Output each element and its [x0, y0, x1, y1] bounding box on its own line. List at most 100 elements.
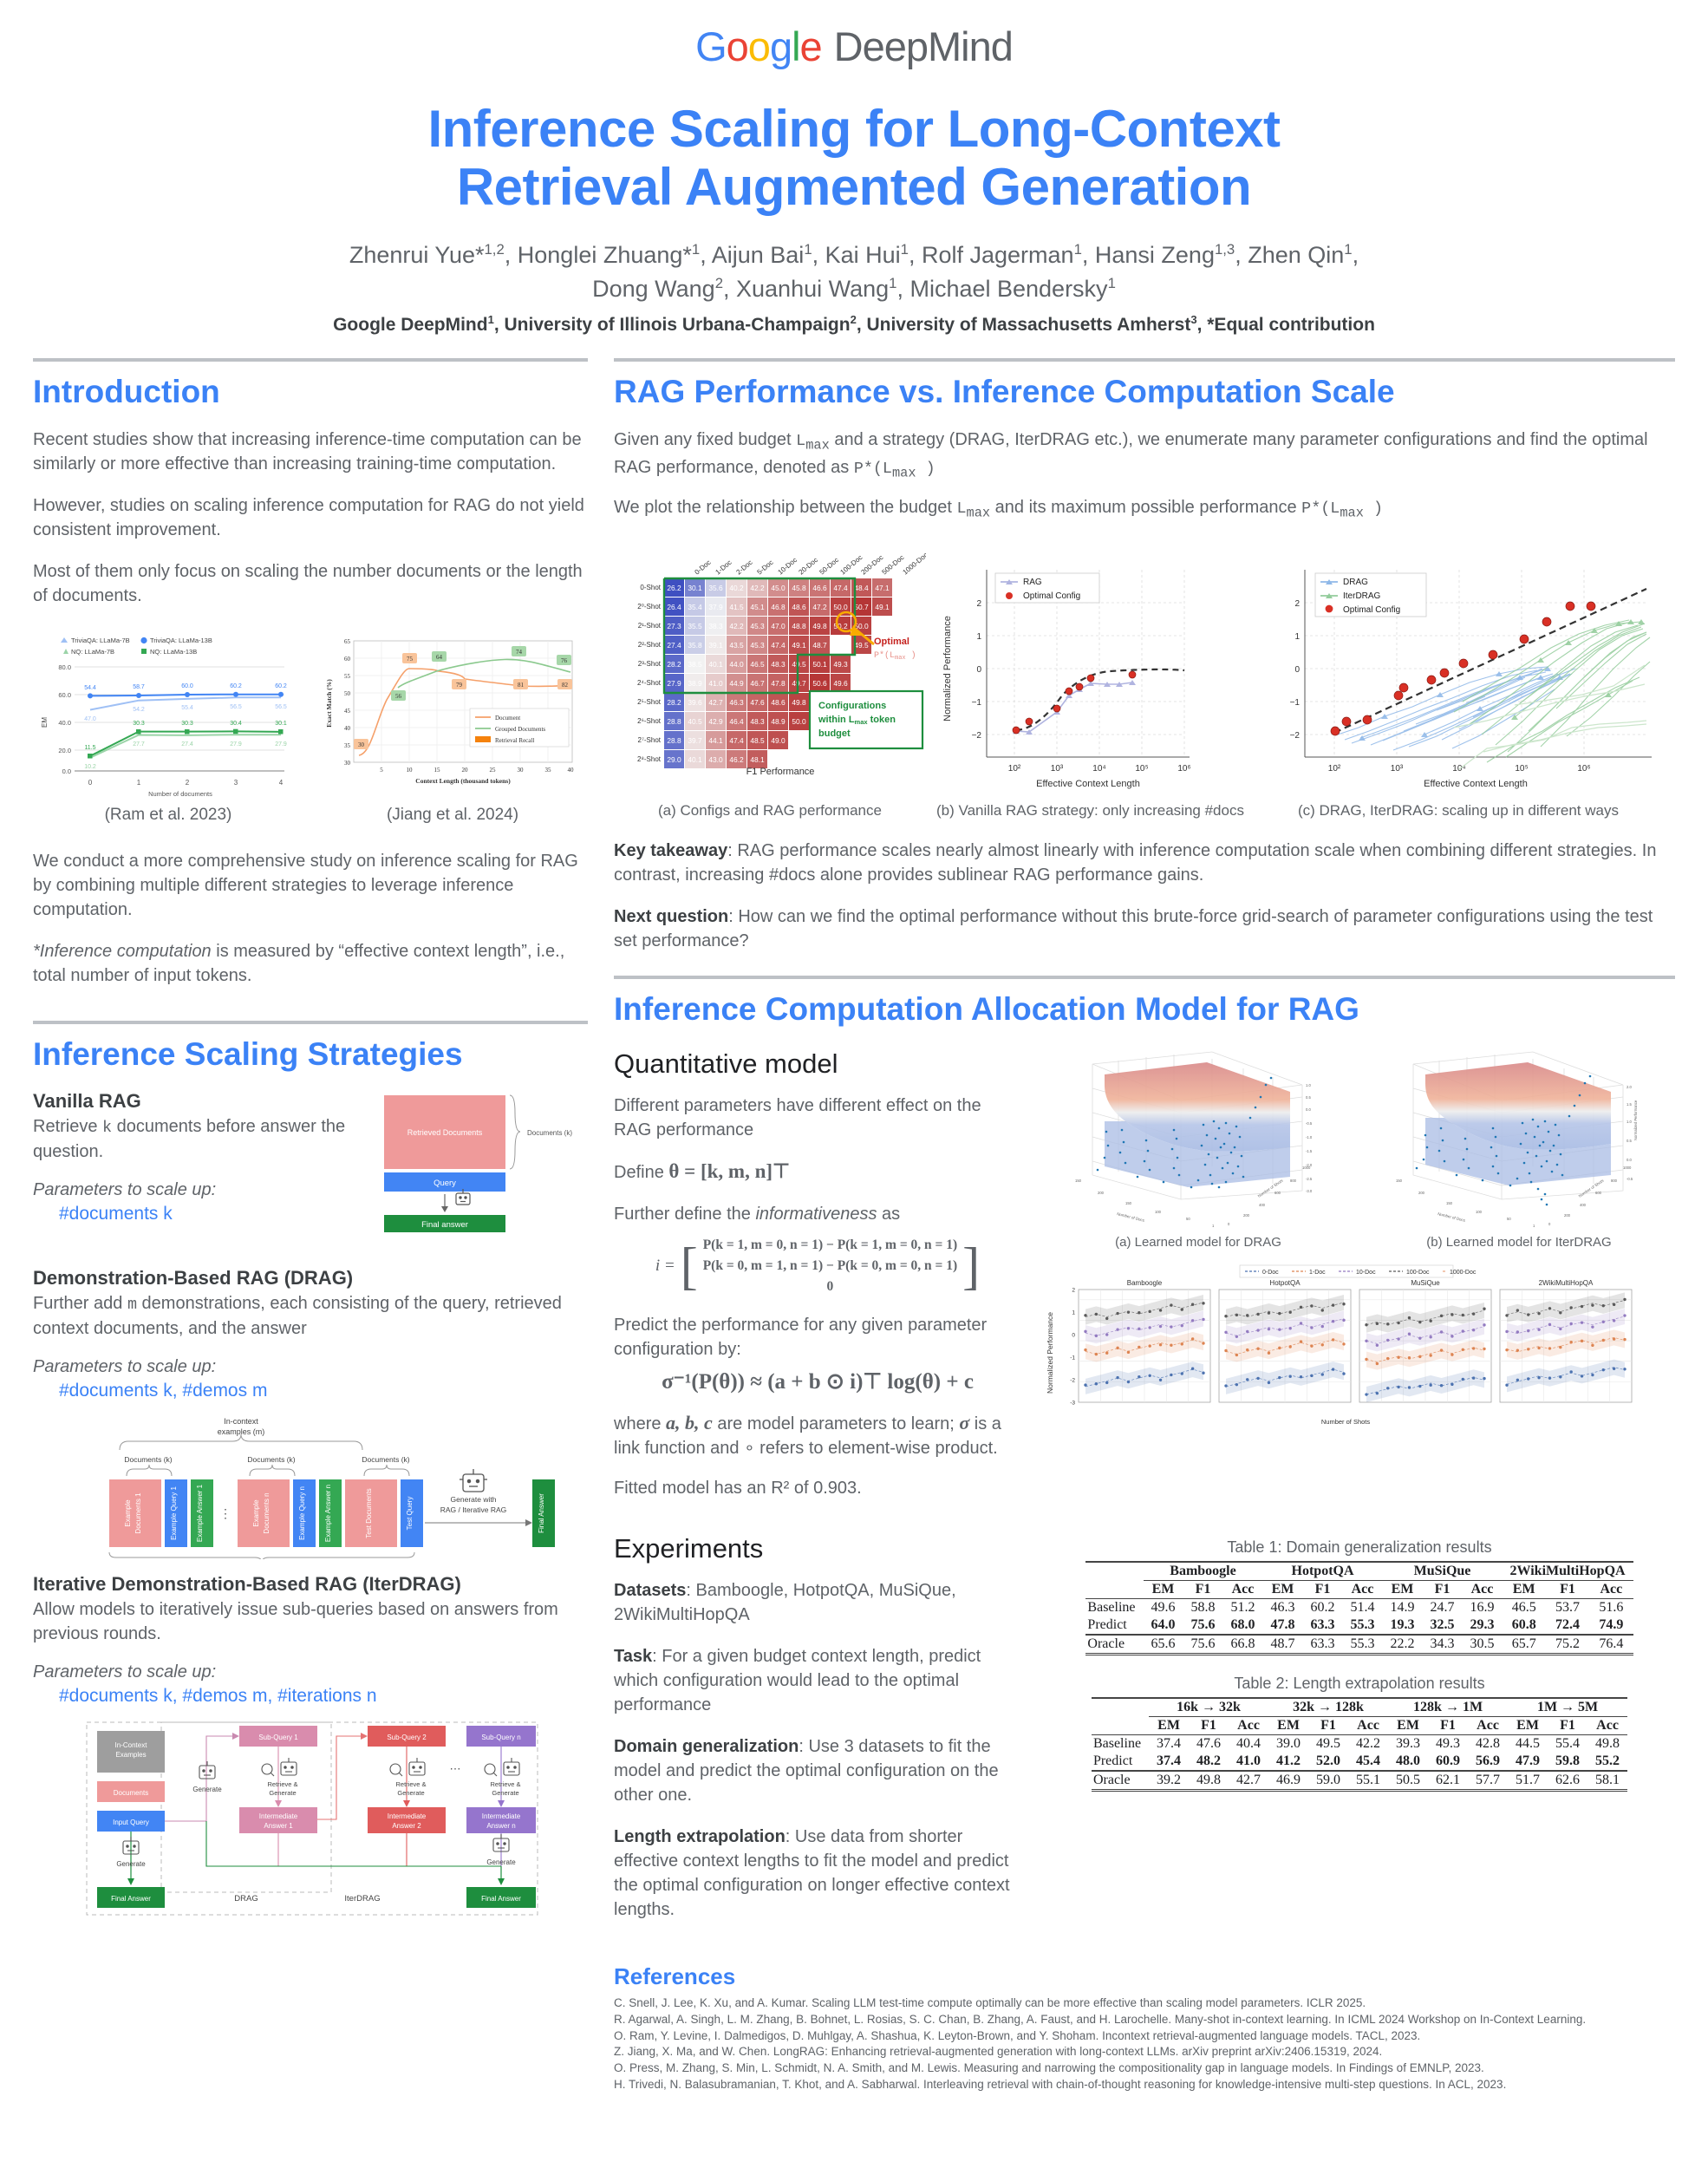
svg-text:Test Documents: Test Documents [365, 1488, 373, 1538]
svg-text:RAG / Iterative RAG: RAG / Iterative RAG [440, 1505, 507, 1514]
svg-text:1000-Doc: 1000-Doc [902, 552, 926, 577]
datasets-value: : Bamboogle, HotpotQA, MuSiQue, 2WikiMul… [614, 1581, 956, 1625]
table-metric-header: Acc [1462, 1580, 1503, 1600]
svg-text:49.6: 49.6 [833, 680, 848, 689]
where-b: are model parameters to learn; [712, 1414, 960, 1433]
svg-text:27.9: 27.9 [230, 741, 242, 748]
svg-text:Answer 2: Answer 2 [392, 1822, 421, 1830]
prediction-equation: σ⁻¹(P(θ)) ≈ (a + b ⊙ i)⊤ log(θ) + c [662, 1369, 974, 1394]
svg-text:75: 75 [407, 656, 414, 663]
svg-text:47.8: 47.8 [771, 680, 786, 689]
svg-text:−1: −1 [972, 698, 982, 708]
figure-jiang-2024: 65 60 55 50 45 40 35 30 Exact Match (%) 5 10 15… [317, 625, 588, 825]
svg-text:DRAG: DRAG [1343, 578, 1368, 587]
svg-text:50.2: 50.2 [833, 623, 848, 631]
svg-text:Number of Shots: Number of Shots [1578, 1179, 1605, 1198]
svg-text:10-Doc: 10-Doc [1356, 1270, 1376, 1276]
svg-text:IterDRAG: IterDRAG [344, 1894, 380, 1904]
svg-text:0: 0 [1072, 1333, 1075, 1339]
vanilla-rag-desc: Retrieve k documents before answer the q… [33, 1114, 359, 1164]
svg-text:TriviaQA: LLaMa-13B: TriviaQA: LLaMa-13B [150, 637, 212, 644]
svg-text:−2: −2 [972, 731, 982, 741]
table-cell: 29.3 [1470, 1617, 1495, 1633]
svg-text:30.3: 30.3 [133, 721, 145, 727]
svg-text:Documents 1: Documents 1 [134, 1492, 142, 1534]
svg-text:28.8: 28.8 [667, 718, 681, 727]
svg-text:Documents (k): Documents (k) [362, 1455, 409, 1464]
table-domain-generalization: Bamboogle HotpotQA MuSiQue 2WikiMultiHopQA E… [1085, 1561, 1633, 1656]
reference-item: H. Trivedi, N. Balasubramanian, T. Khot,… [614, 2077, 1507, 2091]
svg-text:50.0: 50.0 [833, 604, 848, 612]
table-cell: 60.2 [1310, 1600, 1335, 1616]
svg-text:2⁸-Shot: 2⁸-Shot [637, 755, 662, 763]
svg-text:54.2: 54.2 [133, 707, 145, 713]
svg-text:1.0: 1.0 [1627, 1120, 1632, 1124]
table-row-label: Baseline [1087, 1600, 1136, 1616]
svg-text:47.6: 47.6 [750, 699, 765, 708]
iterdrag-diagram: In-Context Examples Documents Input Quer… [33, 1717, 588, 1925]
table-cell: 60.8 [1511, 1617, 1536, 1633]
drag-diagram: In-context examples (m) Documents (k) Doc… [33, 1412, 588, 1559]
drag-desc-b: demonstrations, each consisting of the q… [33, 1294, 562, 1338]
svg-text:Grouped Documents: Grouped Documents [495, 726, 545, 733]
iterdrag-desc: Allow models to iteratively issue sub-qu… [33, 1599, 558, 1643]
section-heading-introduction: Introduction [33, 374, 220, 410]
svg-text:-3: -3 [1070, 1401, 1075, 1407]
table-cell: 75.6 [1190, 1617, 1216, 1633]
svg-text:Number of Docs: Number of Docs [1437, 1212, 1466, 1224]
table-cell: 44.5 [1516, 1736, 1541, 1752]
figure-learned-model-drag: 1.00.50.0 -0.5-1.0-1.5 -2.0-2.5-3.0 Norm… [1042, 1045, 1354, 1250]
svg-text:2: 2 [186, 779, 190, 787]
svg-text:Bamboogle: Bamboogle [1127, 1279, 1163, 1287]
svg-text:EM: EM [41, 717, 49, 728]
section-heading-strategies: Inference Scaling Strategies [33, 1036, 463, 1073]
google-deepmind-logo: Google DeepMind [695, 23, 1014, 69]
svg-text:10.2: 10.2 [84, 764, 96, 770]
svg-text:1: 1 [1533, 1224, 1535, 1228]
svg-text:Generate with: Generate with [451, 1495, 497, 1504]
svg-text:Document: Document [495, 715, 520, 722]
svg-text:−1: −1 [1290, 698, 1301, 708]
svg-text:82: 82 [562, 682, 569, 689]
figure-caption-c: (c) DRAG, IterDRAG: scaling up in differ… [1297, 802, 1619, 820]
right-column: RAG Performance vs. Inference Computatio… [614, 353, 1675, 2093]
table-cell: 32.5 [1430, 1617, 1455, 1633]
table-cell: 55.4 [1555, 1736, 1581, 1752]
svg-text:1: 1 [137, 779, 141, 787]
table-cell: 64.0 [1151, 1617, 1176, 1633]
svg-text:150: 150 [1446, 1201, 1453, 1205]
table-cell: 49.5 [1316, 1736, 1341, 1752]
svg-text:30.1: 30.1 [275, 721, 287, 727]
svg-text:26.4: 26.4 [667, 604, 681, 612]
quant-informativeness-intro: Further define the informativeness as [614, 1202, 1021, 1226]
svg-text:200: 200 [1098, 1191, 1105, 1195]
svg-text:-1: -1 [1070, 1355, 1075, 1362]
svg-text:50.1: 50.1 [812, 661, 827, 669]
reference-item: C. Snell, J. Lee, K. Xu, and A. Kumar. S… [614, 1996, 1366, 2010]
key-takeaway-text: : RAG performance scales nearly almost l… [614, 841, 1657, 885]
svg-text:1: 1 [1072, 1310, 1075, 1316]
svg-text:100-Doc: 100-Doc [839, 554, 864, 577]
svg-text:Normalized Performance: Normalized Performance [1046, 1312, 1054, 1394]
key-takeaway-label: Key takeaway [614, 841, 728, 861]
table-cell: 47.6 [1196, 1736, 1222, 1752]
svg-text:-0.5: -0.5 [1306, 1121, 1313, 1126]
table-metric-header: Acc [1468, 1716, 1509, 1736]
table-metric-header: Acc [1587, 1716, 1628, 1736]
svg-text:39.1: 39.1 [708, 642, 723, 650]
figure-caption-learned-drag: (a) Learned model for DRAG [1115, 1235, 1281, 1251]
svg-text:Sub-Query 1: Sub-Query 1 [258, 1734, 298, 1741]
svg-text:-3.0: -3.0 [1306, 1189, 1313, 1193]
task-label: Task [614, 1647, 653, 1667]
svg-text:-0.5: -0.5 [1627, 1177, 1633, 1181]
table-cell: 48.0 [1396, 1753, 1421, 1769]
svg-text:42.7: 42.7 [708, 699, 723, 708]
svg-text:In-context: In-context [224, 1417, 258, 1426]
svg-text:0: 0 [1548, 1222, 1551, 1226]
table-cell: 24.7 [1430, 1600, 1455, 1616]
svg-text:40: 40 [568, 767, 575, 774]
table-row-label: Predict [1087, 1617, 1127, 1633]
svg-text:Optimal: Optimal [874, 637, 909, 647]
svg-text:10³: 10³ [1391, 764, 1404, 774]
svg-text:38.9: 38.9 [688, 680, 702, 689]
